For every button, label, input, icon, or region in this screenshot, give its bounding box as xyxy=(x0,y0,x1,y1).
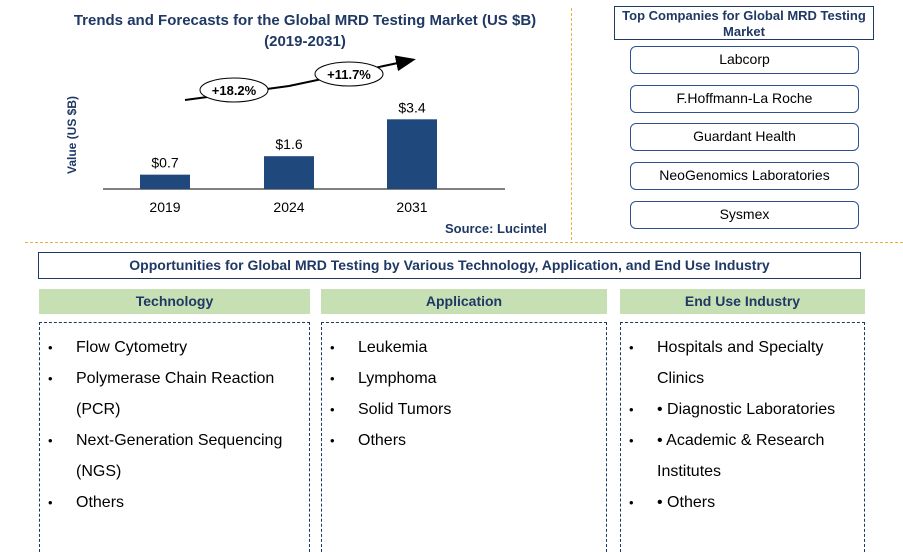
company-sysmex: Sysmex xyxy=(630,201,859,229)
chart-title: Trends and Forecasts for the Global MRD … xyxy=(30,10,580,52)
list-item: Solid Tumors xyxy=(322,394,606,425)
y-axis-label: Value (US $B) xyxy=(65,96,79,174)
list-item: Flow Cytometry xyxy=(40,332,309,363)
application-list: Leukemia Lymphoma Solid Tumors Others xyxy=(322,332,606,456)
vertical-divider xyxy=(571,8,572,240)
chart-source: Source: Lucintel xyxy=(445,221,547,236)
application-header: Application xyxy=(321,289,607,314)
list-item: Others xyxy=(40,487,309,518)
list-item: Others xyxy=(322,425,606,456)
technology-list: Flow Cytometry Polymerase Chain Reaction… xyxy=(40,332,309,518)
application-list-box: Leukemia Lymphoma Solid Tumors Others xyxy=(321,322,607,552)
bar-value-label: $1.6 xyxy=(275,136,302,152)
opportunities-banner: Opportunities for Global MRD Testing by … xyxy=(38,252,861,279)
companies-title: Top Companies for Global MRD Testing Mar… xyxy=(614,6,874,40)
growth-bubble xyxy=(314,61,384,87)
bar-2019 xyxy=(140,174,190,189)
bar-2024 xyxy=(264,156,314,189)
list-item: • Academic & Research Institutes xyxy=(621,425,864,487)
category-label: 2031 xyxy=(396,199,427,215)
technology-header: Technology xyxy=(39,289,310,314)
list-item: Hospitals and Specialty Clinics xyxy=(621,332,864,394)
list-item: Lymphoma xyxy=(322,363,606,394)
company-roche: F.Hoffmann-La Roche xyxy=(630,85,859,113)
growth-label: +18.2% xyxy=(212,83,257,98)
company-guardant: Guardant Health xyxy=(630,123,859,151)
bar-2031 xyxy=(387,119,437,189)
list-item: • Others xyxy=(621,487,864,518)
technology-list-box: Flow Cytometry Polymerase Chain Reaction… xyxy=(39,322,310,552)
category-label: 2024 xyxy=(273,199,304,215)
growth-label: +11.7% xyxy=(327,67,371,82)
list-item: Leukemia xyxy=(322,332,606,363)
bar-value-label: $3.4 xyxy=(398,99,425,115)
list-item: Polymerase Chain Reaction (PCR) xyxy=(40,363,309,425)
company-neogenomics: NeoGenomics Laboratories xyxy=(630,162,859,190)
growth-bubble xyxy=(199,77,269,103)
end-use-list: Hospitals and Specialty Clinics • Diagno… xyxy=(621,332,864,518)
end-use-header: End Use Industry xyxy=(620,289,865,314)
category-label: 2019 xyxy=(149,199,180,215)
company-labcorp: Labcorp xyxy=(630,46,859,74)
horizontal-divider xyxy=(25,242,903,243)
end-use-list-box: Hospitals and Specialty Clinics • Diagno… xyxy=(620,322,865,552)
list-item: • Diagnostic Laboratories xyxy=(621,394,864,425)
chart-title-line-2: (2019-2031) xyxy=(264,33,346,50)
chart-title-line-1: Trends and Forecasts for the Global MRD … xyxy=(73,12,537,29)
bar-value-label: $0.7 xyxy=(151,155,178,171)
list-item: Next-Generation Sequencing (NGS) xyxy=(40,425,309,487)
bar-chart: Value (US $B) $0.7 2019 $1.6 2024 $3.4 2031 +… xyxy=(65,55,505,215)
